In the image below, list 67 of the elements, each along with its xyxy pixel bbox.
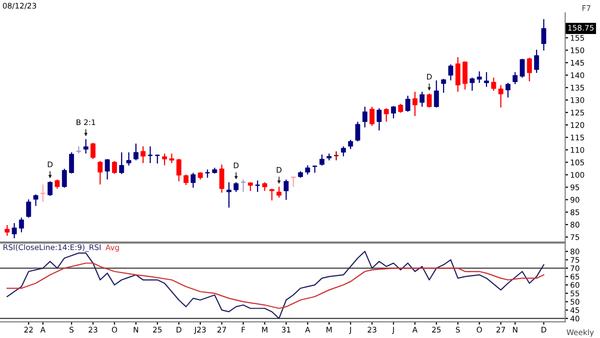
candlestick	[169, 153, 174, 164]
candlestick	[534, 49, 540, 74]
candlestick	[69, 152, 74, 174]
candlestick	[140, 146, 146, 164]
candlestick	[434, 80, 439, 108]
candlestick	[441, 78, 446, 94]
candlestick	[420, 91, 425, 108]
candlestick	[305, 164, 310, 176]
candlestick	[491, 77, 496, 92]
candlestick	[19, 217, 24, 233]
candlestick	[147, 146, 154, 164]
candlestick	[455, 56, 460, 92]
candlestick	[133, 143, 138, 161]
candlestick	[476, 70, 482, 84]
candlestick	[26, 198, 32, 218]
candlestick	[412, 91, 418, 117]
candlestick	[104, 158, 110, 180]
candlestick	[340, 146, 346, 157]
candlestick	[498, 84, 504, 108]
line-series	[6, 250, 544, 319]
candlestick	[520, 58, 525, 78]
candlestick	[384, 108, 389, 122]
candlestick	[33, 194, 38, 206]
candlestick	[319, 154, 324, 166]
candlestick	[470, 77, 475, 92]
candlestick	[240, 178, 246, 192]
candlestick	[391, 105, 396, 119]
candlestick	[512, 72, 518, 85]
candlestick	[126, 152, 132, 166]
candlestick	[54, 178, 60, 190]
candlestick	[284, 178, 289, 200]
candlestick	[62, 168, 67, 188]
candlestick	[83, 138, 88, 154]
candlestick	[276, 186, 282, 198]
candlestick	[462, 60, 468, 90]
candlestick	[176, 158, 182, 182]
candlestick	[426, 92, 432, 108]
candlestick	[376, 108, 382, 131]
candlestick	[76, 146, 82, 154]
candlestick	[254, 180, 260, 192]
candlestick	[362, 106, 368, 128]
candlestick	[541, 18, 546, 52]
candlestick	[190, 172, 196, 188]
candlestick	[405, 95, 410, 112]
candlestick	[98, 160, 103, 186]
candlestick	[119, 152, 124, 175]
candlestick	[355, 121, 360, 142]
line-series	[6, 262, 544, 309]
candlestick	[234, 182, 239, 192]
candlestick	[112, 160, 117, 174]
candlestick	[162, 153, 168, 166]
candlestick	[290, 176, 296, 188]
candlestick	[12, 222, 17, 239]
candlestick	[370, 106, 374, 126]
candlestick	[526, 57, 532, 82]
candlestick	[184, 174, 188, 186]
candlestick	[48, 180, 53, 196]
candlestick	[348, 139, 354, 150]
candlestick	[219, 164, 224, 194]
candlestick	[226, 182, 232, 208]
candlestick	[90, 142, 96, 160]
candlestick	[4, 224, 10, 236]
candlestick	[506, 82, 510, 98]
candlestick	[269, 188, 274, 201]
candlestick	[312, 164, 318, 174]
candlestick	[448, 64, 454, 81]
candlestick	[484, 72, 489, 88]
